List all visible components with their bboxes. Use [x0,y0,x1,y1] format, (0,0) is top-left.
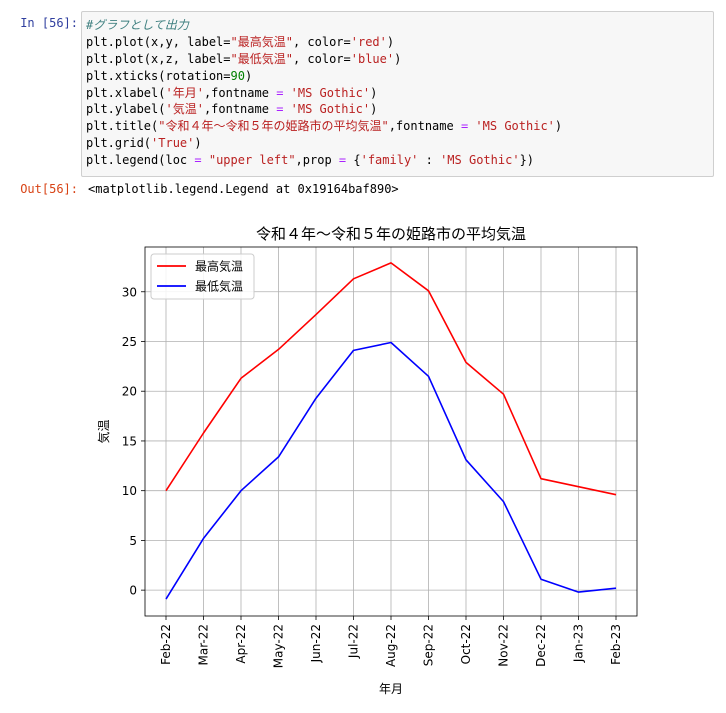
x-tick-label: Apr-22 [234,624,248,664]
code-token: plt.title( [86,119,159,134]
code-line: plt.plot(x,z, label="最低気温", color='blue'… [86,51,708,68]
code-token: plt.xticks(rotation= [86,68,231,83]
code-token: ) [370,85,378,100]
code-line: plt.xlabel('年月',fontname = 'MS Gothic') [86,85,708,102]
code-token: "最低気温" [230,51,293,66]
x-tick-label: Feb-23 [609,624,623,665]
x-axis-label: 年月 [379,682,403,696]
code-token: ) [386,34,395,49]
code-token: '気温' [165,102,204,117]
code-token: = [276,102,284,117]
code-token: 'blue' [350,51,395,66]
code-token: ) [194,136,202,151]
code-token: "令和４年～令和５年の姫路市の平均気温" [158,119,389,134]
code-token: 'MS Gothic' [475,119,555,134]
code-token: = [194,153,202,168]
code-token: 'MS Gothic' [290,85,371,100]
x-tick-label: Nov-22 [497,624,511,667]
x-tick-label: Dec-22 [534,624,548,667]
code-token: plt.plot(x,y, label= [86,34,231,49]
code-token: 'MS Gothic' [290,102,371,117]
code-line: plt.ylabel('気温',fontname = 'MS Gothic') [86,101,708,118]
code-token: ) [370,102,378,117]
code-token: 'MS Gothic' [440,153,520,168]
code-token: plt.plot(x,z, label= [86,51,231,66]
code-token: = [460,119,469,134]
code-token: = [338,153,347,168]
code-token: plt.xlabel( [86,85,166,100]
chart-title: 令和４年～令和５年の姫路市の平均気温 [256,225,526,243]
code-token: ,fontname [388,119,461,134]
code-token: { [346,153,361,168]
code-line: plt.grid('True') [86,135,708,152]
code-token: ) [394,51,402,66]
code-token: "upper left" [208,153,296,168]
input-prompt: In [56]: [20,16,78,30]
code-token: }) [519,153,535,168]
x-tick-label: Sep-22 [422,624,436,666]
code-token: "最高気温" [230,34,293,49]
x-tick-label: Mar-22 [197,624,211,665]
code-token: ,fontname [203,102,277,117]
code-token: plt.ylabel( [86,102,166,117]
code-token: #グラフとして出力 [86,18,189,32]
output-prompt: Out[56]: [20,182,78,196]
x-tick-label: Aug-22 [384,624,398,667]
code-token: ,fontname [203,85,277,100]
y-tick-label: 10 [122,484,137,498]
code-token: ) [244,68,253,83]
code-line: plt.plot(x,y, label="最高気温", color='red') [86,34,708,51]
series-line-1 [165,262,617,496]
code-token: , color= [292,51,351,66]
series-line-2 [165,341,617,600]
x-tick-label: Jan-23 [572,624,586,663]
code-token: plt.grid( [86,136,152,151]
legend-label-2: 最低気温 [195,279,243,294]
y-tick-label: 30 [122,285,137,299]
code-cell-input[interactable]: #グラフとして出力 plt.plot(x,y, label="最高気温", col… [81,11,714,177]
y-tick-label: 20 [122,385,137,399]
code-token: 'True' [151,136,195,151]
code-token: , color= [292,34,351,49]
code-token: : [418,153,441,168]
code-token: plt.legend(loc [86,153,195,168]
output-text: <matplotlib.legend.Legend at 0x19164baf8… [88,182,399,196]
code-token: '年月' [165,85,204,100]
code-token: = [276,85,284,100]
code-token: 'red' [350,34,387,49]
x-tick-label: Jun-22 [309,624,323,663]
code-token: ) [554,119,563,134]
y-tick-label: 0 [129,584,137,598]
code-token: 90 [230,68,245,83]
x-tick-label: Feb-22 [159,624,173,665]
code-token: ,prop [295,153,339,168]
y-tick-label: 15 [122,434,137,448]
x-tick-label: Oct-22 [459,624,473,664]
code-token: 'family' [360,153,419,168]
y-tick-label: 25 [122,335,137,349]
plot-frame [144,246,638,617]
y-tick-label: 5 [129,534,137,548]
x-tick-label: May-22 [272,624,286,668]
code-line: plt.title("令和４年～令和５年の姫路市の平均気温",fontname … [86,118,708,135]
code-line: plt.xticks(rotation=90) [86,68,708,85]
code-line: #グラフとして出力 [86,17,708,34]
x-tick-label: Jul-22 [347,624,361,659]
code-line: plt.legend(loc = "upper left",prop = {'f… [86,152,708,169]
y-axis-label: 気温 [96,419,111,443]
legend-label-1: 最高気温 [195,259,243,274]
